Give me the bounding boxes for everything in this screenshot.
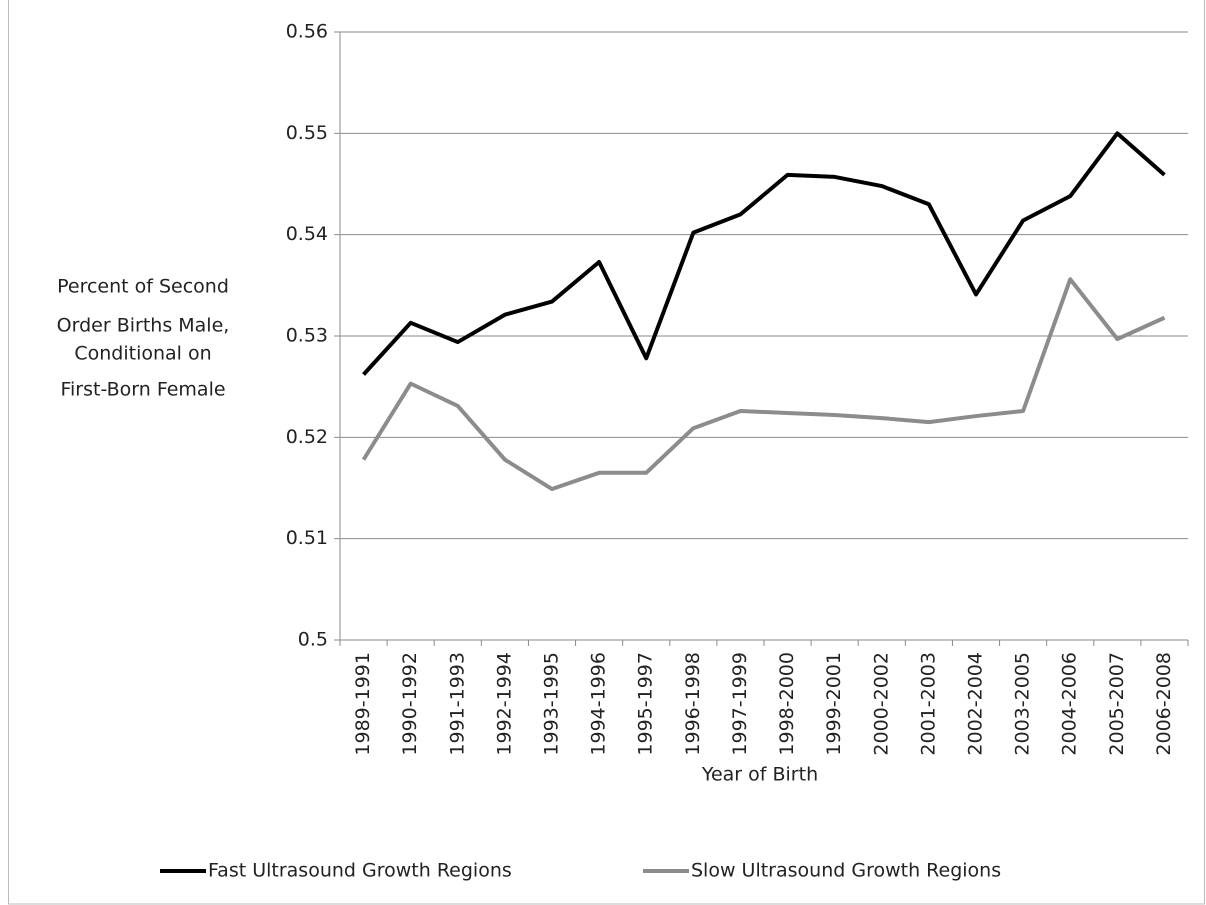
y-tick-label: 0.56 xyxy=(286,21,328,43)
y-tick-label: 0.54 xyxy=(286,223,328,245)
x-tick-label: 1999-2001 xyxy=(823,652,845,756)
x-tick-label: 1997-1999 xyxy=(729,652,751,756)
chart-border xyxy=(8,0,1205,905)
y-axis-label: Percent of Second xyxy=(57,276,229,298)
x-tick-label: 1990-1992 xyxy=(399,652,421,756)
x-tick-label: 2003-2005 xyxy=(1012,652,1034,756)
x-axis-label: Year of Birth xyxy=(701,764,818,786)
x-tick-label: 2004-2006 xyxy=(1059,652,1081,756)
series-line xyxy=(361,277,1166,492)
y-axis-label: Order Births Male, xyxy=(57,315,230,337)
x-tick-label: 1993-1995 xyxy=(541,652,563,756)
x-tick-label: 1996-1998 xyxy=(682,652,704,756)
x-tick-label: 1998-2000 xyxy=(776,652,798,756)
y-tick-label: 0.52 xyxy=(286,426,328,448)
x-tick-label: 1995-1997 xyxy=(635,652,657,756)
legend-label: Fast Ultrasound Growth Regions xyxy=(208,860,512,882)
x-tick-label: 2002-2004 xyxy=(965,652,987,756)
x-tick-label: 1991-1993 xyxy=(446,652,468,756)
y-tick-label: 0.55 xyxy=(286,122,328,144)
x-tick-label: 2001-2003 xyxy=(917,652,939,756)
x-tick-label: 1992-1994 xyxy=(493,652,515,756)
y-axis-label: First-Born Female xyxy=(60,379,225,401)
x-tick-label: 2006-2008 xyxy=(1153,652,1175,756)
legend-label: Slow Ultrasound Growth Regions xyxy=(691,860,1001,882)
y-tick-label: 0.51 xyxy=(286,527,328,549)
series-line xyxy=(362,131,1166,376)
y-axis-label: Conditional on xyxy=(74,343,211,365)
x-tick-label: 1989-1991 xyxy=(352,652,374,756)
x-tick-label: 1994-1996 xyxy=(588,652,610,756)
x-tick-label: 2000-2002 xyxy=(870,652,892,756)
y-tick-label: 0.53 xyxy=(286,325,328,347)
y-tick-label: 0.5 xyxy=(298,629,328,651)
x-tick-label: 2005-2007 xyxy=(1106,652,1128,756)
